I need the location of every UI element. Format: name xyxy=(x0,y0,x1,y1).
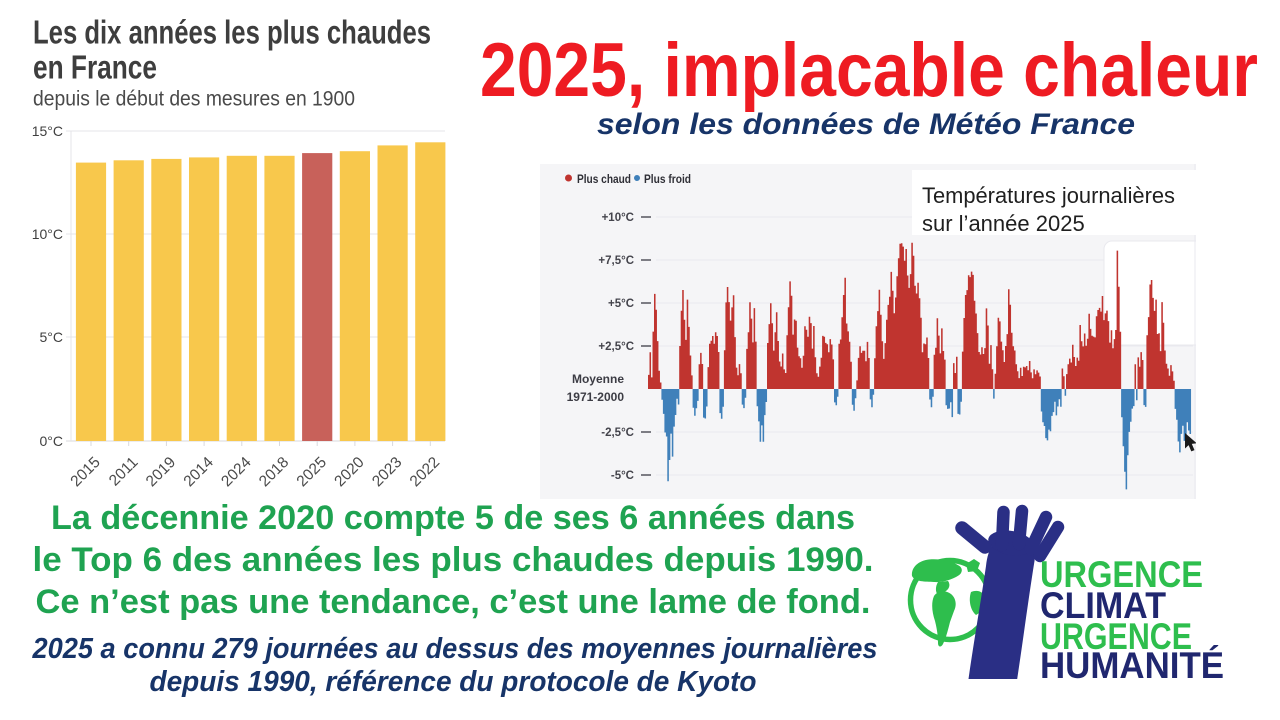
svg-text:2024: 2024 xyxy=(218,454,255,491)
svg-text:0°C: 0°C xyxy=(40,433,64,449)
svg-text:CLIMAT: CLIMAT xyxy=(1040,585,1166,626)
svg-text:Plus froid: Plus froid xyxy=(644,174,691,186)
svg-text:2022: 2022 xyxy=(407,454,443,490)
svg-text:URGENCE: URGENCE xyxy=(1040,554,1203,595)
svg-text:2019: 2019 xyxy=(143,454,179,490)
svg-text:+2,5°C: +2,5°C xyxy=(598,341,634,353)
svg-text:2020: 2020 xyxy=(331,454,368,491)
svg-text:-2,5°C: -2,5°C xyxy=(601,427,634,439)
svg-text:sur l’année 2025: sur l’année 2025 xyxy=(922,211,1085,236)
svg-text:+7,5°C: +7,5°C xyxy=(598,255,634,267)
svg-text:depuis le début des mesures en: depuis le début des mesures en 1900 xyxy=(33,88,355,111)
svg-text:Les dix années les plus chaude: Les dix années les plus chaudes xyxy=(33,14,431,51)
svg-text:2015: 2015 xyxy=(67,454,103,490)
svg-text:Températures journalières: Températures journalières xyxy=(922,183,1175,208)
svg-text:15°C: 15°C xyxy=(32,123,63,139)
svg-text:5°C: 5°C xyxy=(40,329,64,345)
svg-text:URGENCE: URGENCE xyxy=(1040,616,1192,657)
svg-text:2023: 2023 xyxy=(369,454,405,490)
svg-text:2018: 2018 xyxy=(256,454,292,490)
svg-text:HUMANITÉ: HUMANITÉ xyxy=(1040,645,1224,686)
svg-text:depuis 1990, référence du prot: depuis 1990, référence du protocole de K… xyxy=(150,666,757,698)
svg-text:2025, implacable chaleur: 2025, implacable chaleur xyxy=(480,28,1258,113)
svg-text:Moyenne: Moyenne xyxy=(572,372,624,386)
svg-text:1971-2000: 1971-2000 xyxy=(567,390,625,404)
svg-text:2025: 2025 xyxy=(294,454,330,490)
svg-text:le Top 6 des années les plus c: le Top 6 des années les plus chaudes dep… xyxy=(33,541,874,579)
svg-text:La décennie 2020 compte 5 de s: La décennie 2020 compte 5 de ses 6 année… xyxy=(51,499,855,537)
svg-text:2014: 2014 xyxy=(181,454,218,491)
svg-text:selon les données de Météo Fra: selon les données de Météo France xyxy=(597,108,1135,141)
svg-text:-5°C: -5°C xyxy=(611,470,634,482)
svg-text:2025 a connu 279 journées au d: 2025 a connu 279 journées au dessus des … xyxy=(32,633,878,665)
svg-text:+5°C: +5°C xyxy=(608,298,634,310)
svg-text:Ce n’est pas une tendance, c’e: Ce n’est pas une tendance, c’est une lam… xyxy=(36,583,871,621)
svg-text:Plus chaud: Plus chaud xyxy=(577,174,631,186)
svg-text:en France: en France xyxy=(33,49,157,86)
svg-text:+10°C: +10°C xyxy=(602,212,634,224)
svg-text:2011: 2011 xyxy=(106,454,142,490)
svg-text:10°C: 10°C xyxy=(32,226,63,242)
